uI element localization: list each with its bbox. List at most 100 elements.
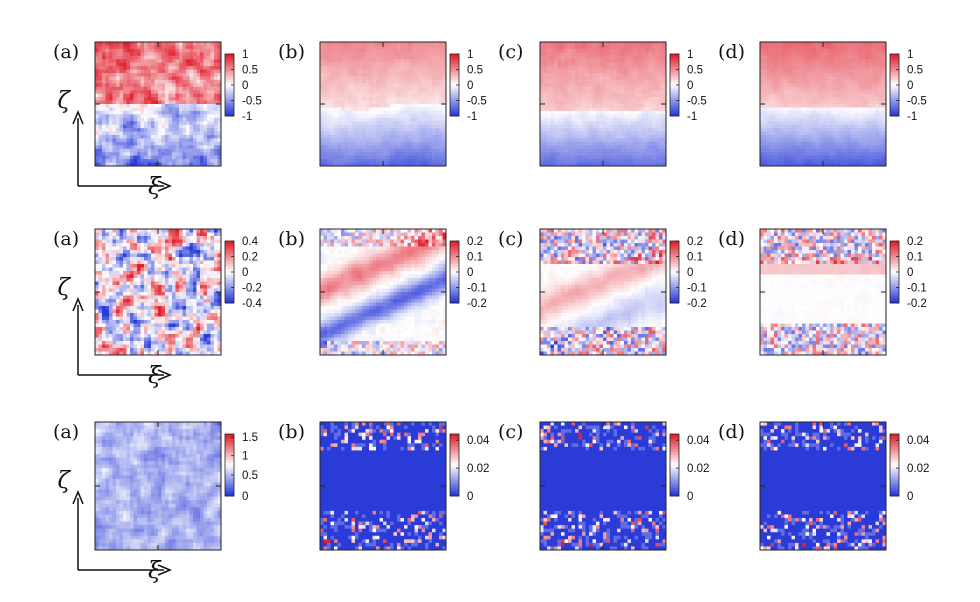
heatmap-cells xyxy=(540,42,667,167)
axes-arrows: ζξ xyxy=(58,88,172,200)
axis-label-xi: ξ xyxy=(148,174,162,200)
colorbar-tick-label: 1 xyxy=(242,49,248,61)
panel-1-c: (c) 1 0.5 0 -0.5 -1 xyxy=(498,41,707,167)
colorbar-tick-label: -1 xyxy=(467,111,477,123)
colorbar: 0.2 0.1 0 -0.1 -0.2 xyxy=(889,236,927,310)
colorbar-tick-label: 0.2 xyxy=(242,252,258,264)
colorbar-tick-label: 0 xyxy=(687,80,693,92)
colorbar-tick-label: -0.5 xyxy=(907,96,927,108)
colorbar-tick-label: 0.02 xyxy=(687,463,709,475)
heatmap-cells xyxy=(540,422,667,551)
panel-label: (a) xyxy=(53,41,79,63)
colorbar-tick-label: -0.4 xyxy=(242,298,262,310)
colorbar-tick-label: -1 xyxy=(687,111,697,123)
colorbar: 1 0.5 0 -0.5 -1 xyxy=(669,49,707,123)
colorbar-tick-label: -0.2 xyxy=(907,298,927,310)
colorbar-tick-label: 0.4 xyxy=(242,236,259,248)
colorbar-tick-label: 0.1 xyxy=(467,252,483,264)
heatmap-cells xyxy=(760,42,887,167)
colorbar-tick-label: 0.5 xyxy=(242,65,258,77)
colorbar-tick-label: -0.2 xyxy=(467,298,487,310)
colorbar-tick-label: 0 xyxy=(242,267,248,279)
panel-label: (b) xyxy=(278,421,305,443)
panel-label: (c) xyxy=(498,41,523,63)
colorbar-tick-label: 0 xyxy=(467,491,473,503)
panel-1-b: (b) 1 0.5 0 -0.5 -1 xyxy=(278,41,487,167)
colorbar-tick-label: 0.02 xyxy=(907,463,929,475)
colorbar-tick-label: 1 xyxy=(687,49,693,61)
panel-label: (c) xyxy=(498,421,523,443)
colorbar: 1 0.5 0 -0.5 -1 xyxy=(449,49,487,123)
colorbar-tick-label: -1 xyxy=(242,111,252,123)
heatmap-cells xyxy=(320,422,447,551)
colorbar-tick-label: 0.5 xyxy=(467,65,483,77)
colorbar-tick-label: -0.5 xyxy=(687,96,707,108)
colorbar: 0.2 0.1 0 -0.1 -0.2 xyxy=(669,236,707,310)
heatmap-cells xyxy=(95,229,222,356)
colorbar: 0.04 0.02 0 xyxy=(669,433,710,503)
colorbar-tick-label: 0.04 xyxy=(467,435,490,447)
colorbar-tick-label: -0.2 xyxy=(242,283,262,295)
panel-label: (d) xyxy=(718,41,745,63)
colorbar-tick-label: 0.04 xyxy=(907,435,930,447)
colorbar-tick-label: 0 xyxy=(907,267,913,279)
heatmap-cells xyxy=(95,422,222,551)
colorbar-tick-label: 0 xyxy=(687,491,693,503)
colorbar-tick-label: 0 xyxy=(467,80,473,92)
panel-label: (d) xyxy=(718,421,745,443)
axis-label-xi: ξ xyxy=(148,558,162,584)
colorbar: 0.04 0.02 0 xyxy=(889,433,930,503)
panel-label: (d) xyxy=(718,228,745,250)
panel-2-a: (a) 0.4 0.2 0 -0.2 -0.4 ζξ xyxy=(53,228,262,389)
colorbar-tick-label: -0.1 xyxy=(687,283,707,295)
axes-arrows: ζξ xyxy=(58,468,172,584)
panel-label: (b) xyxy=(278,228,305,250)
colorbar: 0.04 0.02 0 xyxy=(449,433,490,503)
panel-label: (a) xyxy=(53,228,79,250)
colorbar-tick-label: -0.1 xyxy=(907,283,927,295)
colorbar-tick-label: 0.1 xyxy=(907,252,923,264)
colorbar: 1 0.5 0 -0.5 -1 xyxy=(889,49,927,123)
panel-label: (a) xyxy=(53,421,79,443)
colorbar-tick-label: 1 xyxy=(467,49,473,61)
colorbar-tick-label: 0 xyxy=(687,267,693,279)
colorbar: 0.2 0.1 0 -0.1 -0.2 xyxy=(449,236,487,310)
panel-label: (c) xyxy=(498,228,523,250)
colorbar-tick-label: 1.5 xyxy=(242,432,258,444)
panel-3-c: (c) 0.04 0.02 0 xyxy=(498,421,710,551)
heatmap-cells xyxy=(320,42,447,167)
heatmap-cells xyxy=(760,422,887,551)
colorbar: 1 0.5 0 -0.5 -1 xyxy=(224,49,262,123)
colorbar-tick-label: -0.5 xyxy=(242,96,262,108)
panel-2-c: (c) 0.2 0.1 0 -0.1 -0.2 xyxy=(498,228,707,356)
colorbar-tick-label: 1 xyxy=(242,451,248,463)
panel-1-d: (d) 1 0.5 0 -0.5 -1 xyxy=(718,41,927,167)
axis-label-zeta: ζ xyxy=(58,468,72,494)
heatmap-cells xyxy=(540,229,667,356)
colorbar-tick-label: 0.04 xyxy=(687,435,710,447)
colorbar-tick-label: -0.2 xyxy=(687,298,707,310)
colorbar-tick-label: 0.2 xyxy=(467,236,483,248)
axis-label-zeta: ζ xyxy=(58,275,72,301)
colorbar-tick-label: 0 xyxy=(242,80,248,92)
colorbar-tick-label: 0 xyxy=(242,491,248,503)
colorbar-tick-label: 0.5 xyxy=(242,470,258,482)
colorbar-tick-label: -0.5 xyxy=(467,96,487,108)
colorbar-tick-label: -0.1 xyxy=(467,283,487,295)
colorbar-tick-label: 0.2 xyxy=(687,236,703,248)
panel-3-b: (b) 0.04 0.02 0 xyxy=(278,421,490,551)
colorbar-tick-label: 0.2 xyxy=(907,236,923,248)
panel-1-a: (a) 1 0.5 0 -0.5 -1 ζξ xyxy=(53,41,262,200)
colorbar-tick-label: 0.5 xyxy=(687,65,703,77)
panel-label: (b) xyxy=(278,41,305,63)
colorbar-tick-label: 0 xyxy=(907,491,913,503)
axes-arrows: ζξ xyxy=(58,275,172,389)
colorbar-tick-label: 1 xyxy=(907,49,913,61)
panel-2-d: (d) 0.2 0.1 0 -0.1 -0.2 xyxy=(718,228,927,356)
colorbar: 1.5 1 0.5 0 xyxy=(224,432,258,503)
panel-2-b: (b) 0.2 0.1 0 -0.1 -0.2 xyxy=(278,228,487,356)
colorbar-tick-label: 0 xyxy=(467,267,473,279)
colorbar: 0.4 0.2 0 -0.2 -0.4 xyxy=(224,236,262,310)
